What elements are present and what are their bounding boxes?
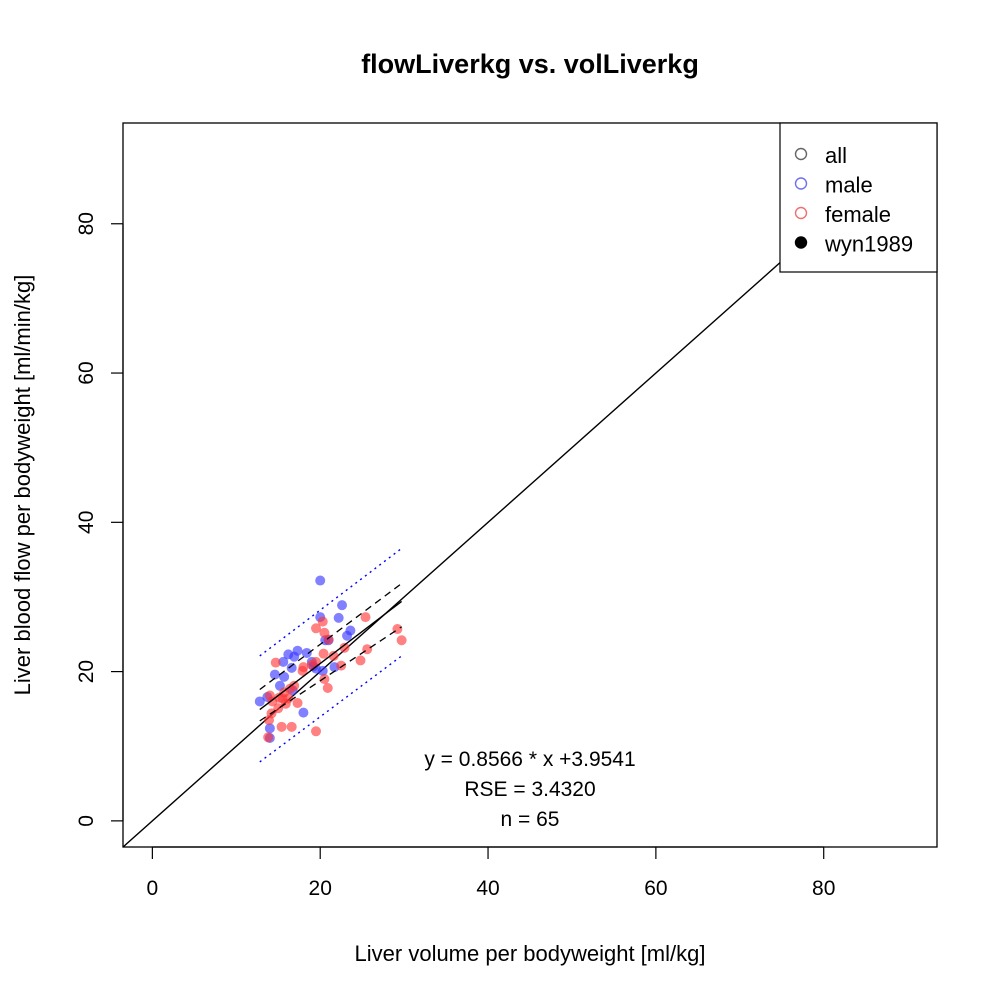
fit-line (259, 600, 403, 711)
annotation-line: y = 0.8566 * x +3.9541 (424, 748, 635, 771)
female-point (311, 623, 322, 634)
female-point (298, 662, 309, 673)
legend-marker-male (794, 177, 808, 190)
female-point (311, 726, 322, 737)
female-point (270, 657, 281, 668)
legend-label-male: male (825, 173, 873, 198)
female-point (276, 721, 287, 732)
female-point (322, 683, 333, 694)
fit-annotations: y = 0.8566 * x +3.9541 RSE = 3.4320 n = 65 (424, 748, 635, 831)
confidence-band-upper (259, 583, 402, 691)
male-point (264, 723, 275, 734)
x-tick-label: 0 (147, 877, 159, 900)
male-point (315, 575, 326, 586)
female-point (274, 692, 285, 703)
x-tick-label: 80 (812, 877, 835, 900)
female-point (328, 650, 339, 661)
female-point (355, 655, 366, 666)
x-tick-label: 20 (309, 877, 332, 900)
chart-title: flowLiverkg vs. volLiverkg (361, 49, 699, 79)
male-point (333, 612, 344, 623)
male-point (278, 656, 289, 667)
female-point (306, 659, 317, 670)
x-axis: 0 20 40 60 80 (147, 846, 835, 900)
female-point (317, 616, 328, 627)
y-axis-label: Liver blood flow per bodyweight [ml/min/… (10, 275, 35, 696)
female-point (336, 660, 347, 671)
female-point (360, 612, 371, 623)
y-tick-label: 40 (75, 511, 98, 534)
y-axis: 0 20 40 60 80 (75, 212, 124, 827)
female-point (292, 697, 303, 708)
female-point (286, 721, 297, 732)
female-point (319, 674, 330, 685)
y-tick-label: 80 (75, 212, 98, 235)
y-tick-label: 0 (75, 815, 98, 827)
male-point (337, 600, 348, 611)
male-point (254, 696, 265, 707)
male-point (301, 647, 312, 658)
male-point (279, 671, 290, 682)
male-point (292, 645, 303, 656)
legend-marker-all (794, 147, 808, 161)
annotation-line: n = 65 (501, 808, 560, 831)
x-tick-label: 60 (644, 877, 667, 900)
annotation-line: RSE = 3.4320 (464, 778, 595, 801)
male-point (317, 665, 328, 676)
y-tick-label: 60 (75, 361, 98, 384)
plot-marks (123, 123, 937, 847)
legend-label-all: all (825, 143, 847, 168)
female-point (318, 648, 329, 659)
legend-label-wyn1989: wyn1989 (824, 232, 913, 257)
legend-box (779, 122, 938, 273)
female-point (283, 693, 294, 704)
female-point (263, 732, 274, 743)
female-point (396, 635, 407, 646)
y-tick-label: 20 (75, 660, 98, 683)
male-point (298, 707, 309, 718)
confidence-band-lower (259, 626, 402, 722)
male-point (269, 669, 280, 680)
x-tick-label: 40 (476, 877, 499, 900)
female-point (289, 680, 300, 691)
legend-marker-female (794, 206, 808, 220)
male-point (345, 625, 356, 636)
female-point (339, 642, 350, 653)
x-axis-label: Liver volume per bodyweight [ml/kg] (355, 941, 706, 966)
legend-marker-wyn1989 (794, 236, 808, 249)
legend-label-female: female (825, 202, 891, 227)
male-point (286, 662, 297, 673)
legend: all male female wyn1989 (779, 122, 938, 273)
